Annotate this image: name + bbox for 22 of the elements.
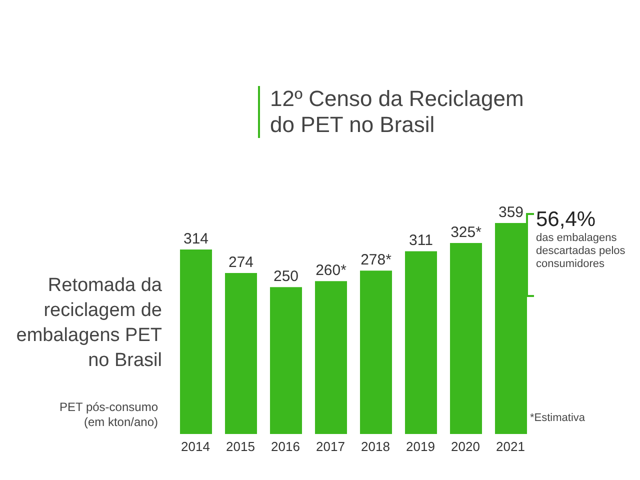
data-label: 274 [228,254,254,271]
data-label: 260* [316,262,347,280]
data-label: 278* [360,252,392,269]
data-label: 250 [273,268,299,286]
chart-title: 12º Censo da Reciclagem do PET no Brasil [258,86,550,138]
text: Retomada da reciclagem de embalagens PET no Brasil [15,274,162,373]
annotation: *Estimativa [530,412,586,424]
x-tick-label: 2019 [406,439,435,454]
data-label: 325* [450,224,482,241]
text: das embalagens descartadas pelos consumidores [536,232,626,271]
x-tick-label: 2015 [226,439,255,454]
data-label: 359 [498,204,524,221]
y-axis-title: PET pós-consumo (em kton/ano) [58,400,158,430]
x-tick-label: 2021 [496,439,525,454]
text: 56,4% [536,208,597,232]
x-tick-label: 2017 [316,439,345,454]
x-tick-label: 2016 [271,439,300,454]
x-tick-label: 2018 [361,439,390,454]
x-tick-label: 2020 [451,439,480,454]
x-tick-label: 2014 [181,439,210,454]
data-label: 314 [183,230,209,248]
data-label: 311 [409,232,433,250]
